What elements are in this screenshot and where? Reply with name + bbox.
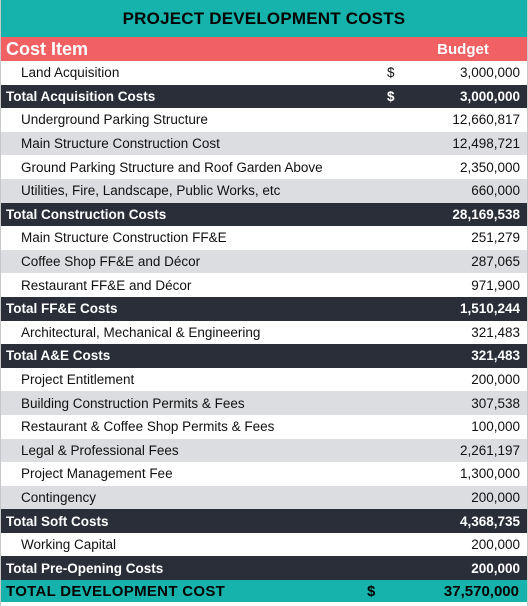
budget-value: 971,900 [471, 277, 520, 293]
currency-symbol: $ [387, 88, 395, 104]
budget-value: 321,483 [471, 324, 520, 340]
cost-item-label: Contingency [21, 489, 97, 505]
cost-item-label: Main Structure Construction FF&E [21, 230, 227, 246]
cost-item-label: Building Construction Permits & Fees [21, 395, 245, 411]
subtotal-value: 321,483 [471, 348, 520, 364]
grand-total-value: 37,570,000 [443, 582, 519, 600]
cost-item-label: Architectural, Mechanical & Engineering [21, 324, 261, 340]
grand-total-currency: $ [367, 582, 376, 600]
cost-item-label: Ground Parking Structure and Roof Garden… [21, 159, 323, 175]
subtotal-label: Total A&E Costs [6, 348, 111, 364]
subtotal-row: Total Pre-Opening Costs 200,000 [1, 556, 527, 581]
cost-item-row: Building Construction Permits & Fees 307,… [1, 391, 527, 415]
cost-item-row: Ground Parking Structure and Roof Garden… [1, 155, 527, 179]
budget-value: 307,538 [471, 395, 520, 411]
cost-item-header: Cost Item [6, 38, 89, 59]
subtotal-row: Total A&E Costs 321,483 [1, 344, 527, 368]
cost-item-row: Working Capital 200,000 [1, 532, 527, 557]
cost-item-row: Contingency 200,000 [1, 485, 527, 510]
subtotal-label: Total FF&E Costs [6, 301, 118, 317]
subtotal-value: 4,368,735 [459, 513, 520, 529]
table-title: PROJECT DEVELOPMENT COSTS [1, 0, 527, 37]
grand-total-row: TOTAL DEVELOPMENT COST $ 37,570,000 [1, 580, 527, 603]
cost-item-label: Working Capital [21, 537, 117, 553]
budget-value: 100,000 [471, 419, 520, 435]
budget-value: 200,000 [471, 372, 520, 388]
column-header-row: Cost Item Budget [1, 37, 527, 61]
budget-value: 200,000 [471, 489, 520, 505]
cost-item-label: Restaurant & Coffee Shop Permits & Fees [21, 419, 275, 435]
cost-item-row: Legal & Professional Fees 2,261,197 [1, 438, 527, 463]
budget-value: 1,300,000 [459, 466, 520, 482]
grand-total-label: TOTAL DEVELOPMENT COST [6, 582, 226, 600]
budget-value: 3,000,000 [459, 65, 520, 81]
subtotal-value: 3,000,000 [459, 88, 520, 104]
subtotal-value: 28,169,538 [452, 206, 520, 222]
cost-item-row: Main Structure Construction FF&E 251,279 [1, 226, 527, 250]
budget-header: Budget [437, 40, 489, 58]
budget-value: 287,065 [471, 254, 520, 270]
cost-item-label: Legal & Professional Fees [21, 442, 179, 458]
subtotal-row: Total FF&E Costs 1,510,244 [1, 296, 527, 321]
budget-value: 12,660,817 [452, 112, 520, 128]
cost-item-row: Project Management Fee 1,300,000 [1, 462, 527, 486]
budget-value: 660,000 [471, 183, 520, 199]
cost-item-label: Utilities, Fire, Landscape, Public Works… [21, 183, 281, 199]
subtotal-label: Total Acquisition Costs [6, 88, 156, 104]
cost-item-label: Main Structure Construction Cost [21, 136, 220, 152]
subtotal-label: Total Construction Costs [6, 206, 167, 222]
subtotal-row: Total Acquisition Costs $3,000,000 [1, 84, 527, 109]
subtotal-value: 1,510,244 [459, 301, 520, 317]
cost-item-row: Coffee Shop FF&E and Décor 287,065 [1, 249, 527, 274]
budget-value: 2,261,197 [459, 442, 520, 458]
cost-item-row: Main Structure Construction Cost 12,498,7… [1, 131, 527, 156]
subtotal-label: Total Pre-Opening Costs [6, 560, 164, 576]
cost-item-label: Underground Parking Structure [21, 112, 208, 128]
cost-item-label: Coffee Shop FF&E and Décor [21, 254, 201, 270]
cost-item-row: Project Entitlement 200,000 [1, 367, 527, 392]
cost-item-row: Restaurant & Coffee Shop Permits & Fees 1… [1, 414, 527, 439]
cost-item-row: Restaurant FF&E and Décor 971,900 [1, 273, 527, 297]
subtotal-row: Total Construction Costs 28,169,538 [1, 202, 527, 227]
cost-item-row: Underground Parking Structure 12,660,817 [1, 108, 527, 132]
currency-symbol: $ [387, 65, 395, 81]
cost-item-label: Restaurant FF&E and Décor [21, 277, 192, 293]
cost-item-label: Project Management Fee [21, 466, 173, 482]
cost-item-row: Utilities, Fire, Landscape, Public Works… [1, 178, 527, 203]
cost-item-row: Land Acquisition $3,000,000 [1, 61, 527, 85]
cost-item-label: Project Entitlement [21, 372, 135, 388]
cost-item-label: Land Acquisition [21, 65, 120, 81]
cost-rows: Land Acquisition $3,000,000 Total Acquisit… [1, 61, 527, 581]
budget-value: 251,279 [471, 230, 520, 246]
subtotal-value: 200,000 [471, 560, 520, 576]
budget-value: 12,498,721 [452, 136, 520, 152]
budget-value: 200,000 [471, 537, 520, 553]
subtotal-label: Total Soft Costs [6, 513, 109, 529]
budget-value: 2,350,000 [459, 159, 520, 175]
subtotal-row: Total Soft Costs 4,368,735 [1, 509, 527, 533]
cost-item-row: Architectural, Mechanical & Engineering 3… [1, 320, 527, 345]
